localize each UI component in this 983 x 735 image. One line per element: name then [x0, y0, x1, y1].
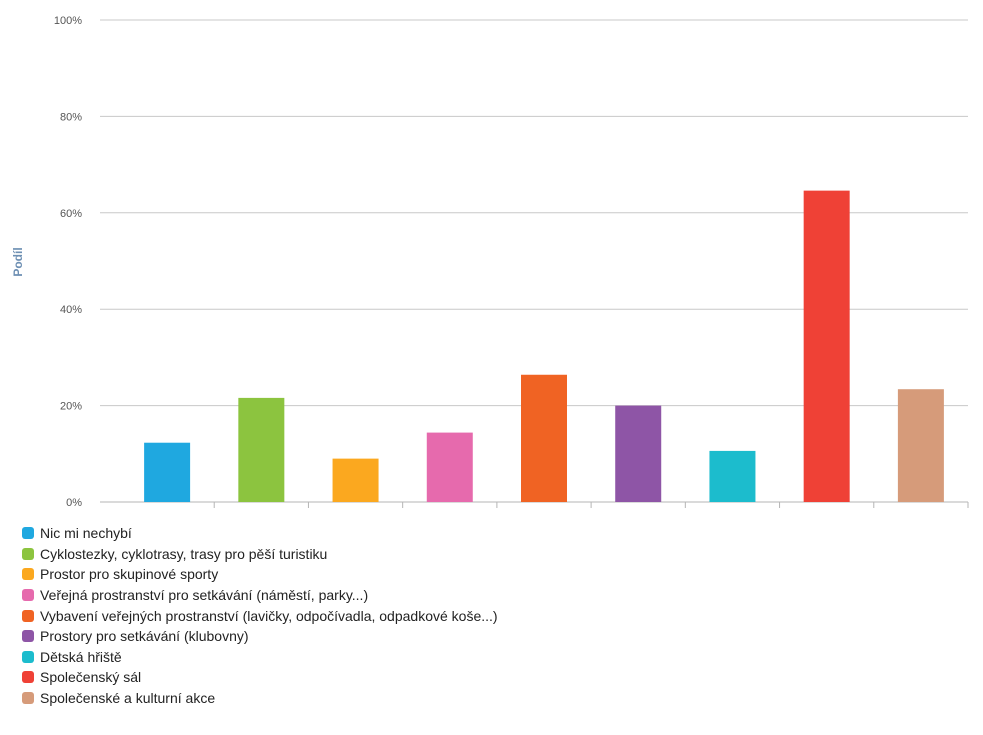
bar-2[interactable] — [238, 397, 285, 502]
legend-item[interactable]: Dětská hřiště — [22, 647, 498, 668]
bar-4[interactable] — [426, 432, 473, 502]
bar-3[interactable] — [332, 458, 379, 502]
legend-label: Dětská hřiště — [40, 648, 122, 665]
bar-8[interactable] — [803, 190, 850, 503]
legend-label: Cyklostezky, cyklotrasy, trasy pro pěší … — [40, 545, 328, 562]
legend-item[interactable]: Prostor pro skupinové sporty — [22, 564, 498, 585]
bars — [144, 190, 944, 503]
legend-item[interactable]: Nic mi nechybí — [22, 523, 498, 544]
legend-swatch — [22, 692, 34, 705]
legend-swatch — [22, 527, 34, 540]
bar-9[interactable] — [897, 389, 944, 502]
legend-swatch — [22, 671, 34, 684]
bar-7[interactable] — [709, 450, 756, 502]
bar-5[interactable] — [521, 374, 567, 502]
legend-item[interactable]: Cyklostezky, cyklotrasy, trasy pro pěší … — [22, 544, 498, 565]
y-tick-label: 80% — [60, 111, 82, 123]
legend-label: Veřejná prostranství pro setkávání (námě… — [40, 587, 369, 604]
legend-item[interactable]: Vybavení veřejných prostranství (lavičky… — [22, 605, 498, 626]
y-tick-label: 60% — [60, 208, 82, 220]
y-axis-label: Podíl — [11, 247, 25, 276]
legend-label: Prostor pro skupinové sporty — [40, 566, 219, 583]
legend-swatch — [22, 630, 34, 643]
y-tick-label: 40% — [60, 304, 82, 316]
legend-swatch — [22, 609, 34, 622]
legend-item[interactable]: Společenské a kulturní akce — [22, 688, 498, 709]
y-tick-label: 20% — [60, 401, 82, 413]
legend: Nic mi nechybí Cyklostezky, cyklotrasy, t… — [22, 523, 498, 708]
legend-label: Vybavení veřejných prostranství (lavičky… — [40, 607, 498, 624]
legend-label: Společenský sál — [40, 669, 142, 686]
legend-swatch — [22, 547, 34, 560]
y-tick-label: 0% — [66, 497, 82, 509]
bar-6[interactable] — [615, 405, 662, 502]
legend-item[interactable]: Prostory pro setkávání (klubovny) — [22, 626, 498, 647]
bar-chart: 0% 20% 40% 60% 80% 100% Podíl — [11, 15, 969, 509]
legend-swatch — [22, 589, 34, 602]
y-tick-label: 100% — [54, 15, 82, 27]
legend-swatch — [22, 568, 34, 581]
legend-label: Prostory pro setkávání (klubovny) — [40, 628, 249, 645]
legend-item[interactable]: Veřejná prostranství pro setkávání (námě… — [22, 585, 498, 606]
bar-1[interactable] — [144, 442, 191, 502]
y-axis-ticks: 0% 20% 40% 60% 80% 100% — [54, 15, 82, 509]
legend-label: Nic mi nechybí — [40, 525, 132, 542]
legend-item[interactable]: Společenský sál — [22, 667, 498, 688]
legend-label: Společenské a kulturní akce — [40, 690, 216, 707]
legend-swatch — [22, 650, 34, 663]
